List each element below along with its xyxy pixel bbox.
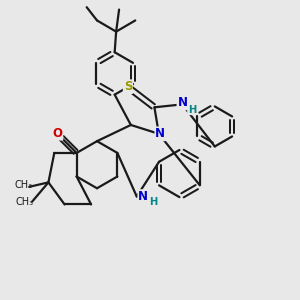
- Text: N: N: [138, 190, 148, 203]
- Text: S: S: [124, 80, 132, 93]
- Text: N: N: [177, 96, 188, 110]
- Text: H: H: [149, 197, 157, 207]
- Text: CH₃: CH₃: [16, 197, 34, 207]
- Text: O: O: [52, 127, 62, 140]
- Text: CH₃: CH₃: [14, 180, 32, 190]
- Text: H: H: [188, 105, 196, 115]
- Text: N: N: [155, 127, 165, 140]
